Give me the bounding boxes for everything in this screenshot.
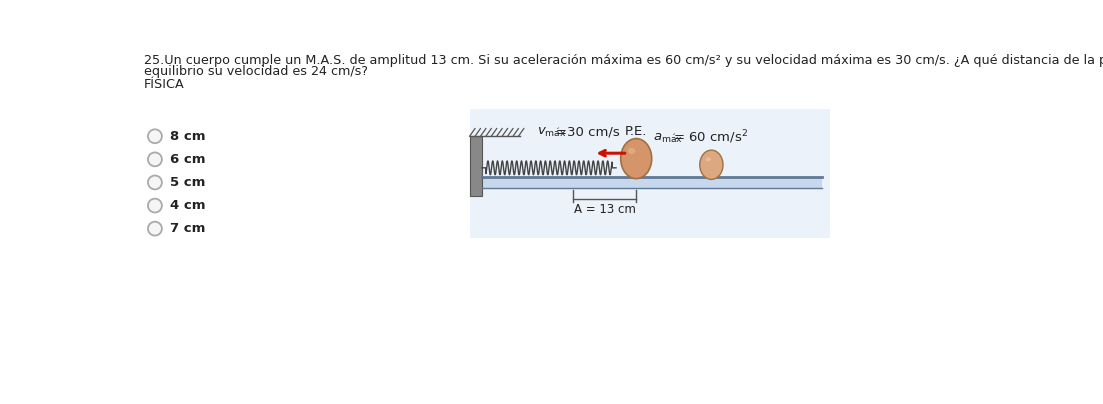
Ellipse shape: [706, 158, 711, 161]
Bar: [470, 136, 482, 196]
Circle shape: [148, 175, 162, 189]
Ellipse shape: [699, 150, 722, 179]
Text: 6 cm: 6 cm: [171, 153, 206, 166]
Text: 4 cm: 4 cm: [171, 199, 206, 212]
Text: A = 13 cm: A = 13 cm: [574, 203, 635, 216]
Circle shape: [148, 222, 162, 236]
Ellipse shape: [621, 139, 652, 179]
Text: =30 cm/s: =30 cm/s: [556, 126, 620, 139]
Text: FÍSICA: FÍSICA: [144, 78, 185, 91]
Ellipse shape: [628, 148, 635, 154]
Circle shape: [148, 199, 162, 213]
Circle shape: [148, 129, 162, 143]
Text: = 60 cm/s$^2$: = 60 cm/s$^2$: [673, 128, 748, 145]
Text: equilibrio su velocidad es 24 cm/s?: equilibrio su velocidad es 24 cm/s?: [144, 65, 368, 78]
Text: 8 cm: 8 cm: [171, 130, 206, 143]
Bar: [470, 109, 829, 238]
Text: 5 cm: 5 cm: [171, 176, 206, 189]
Text: 7 cm: 7 cm: [171, 222, 206, 235]
Text: P.E.: P.E.: [625, 125, 647, 138]
Text: $v_{\rm m\acute{a}x}$: $v_{\rm m\acute{a}x}$: [537, 126, 567, 139]
Text: 25.Un cuerpo cumple un M.A.S. de amplitud 13 cm. Si su aceleración máxima es 60 : 25.Un cuerpo cumple un M.A.S. de amplitu…: [144, 54, 1103, 67]
Text: $a_{\rm m\acute{a}x}$: $a_{\rm m\acute{a}x}$: [653, 133, 683, 145]
Circle shape: [148, 152, 162, 166]
Bar: [482, 177, 822, 188]
